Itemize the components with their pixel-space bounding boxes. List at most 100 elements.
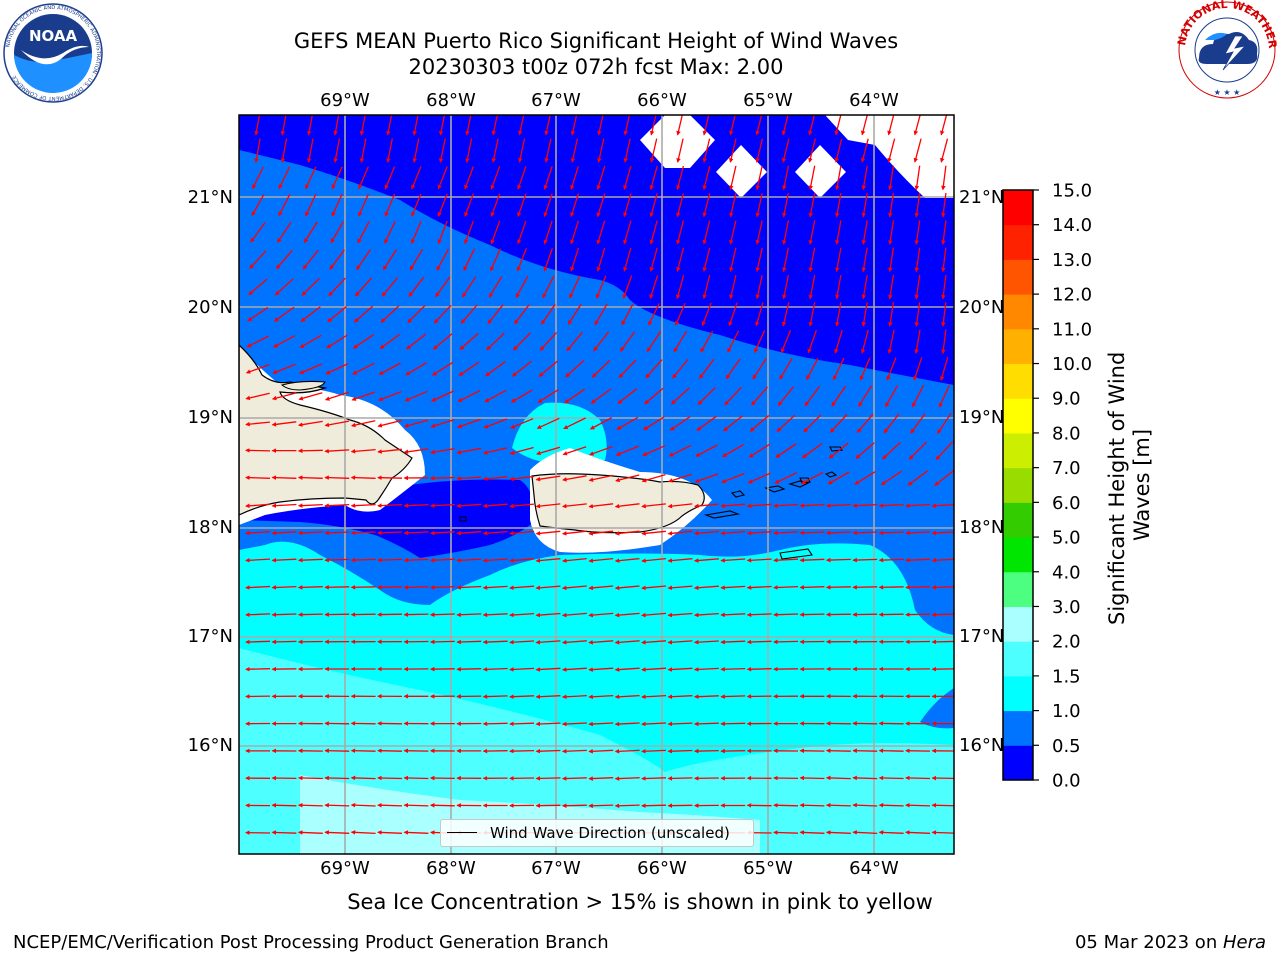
wave-arrow xyxy=(245,503,271,509)
wave-arrow xyxy=(517,166,527,190)
wave-arrow xyxy=(641,557,666,563)
wave-arrow xyxy=(746,558,772,563)
colorbar-tick-label: 1.0 xyxy=(1052,701,1081,722)
wave-arrow xyxy=(379,333,401,349)
wave-arrow xyxy=(667,639,693,645)
wave-arrow xyxy=(482,639,508,645)
wave-arrow xyxy=(905,503,931,508)
wave-arrow xyxy=(913,138,922,163)
wave-arrow xyxy=(350,530,376,536)
wave-arrow xyxy=(888,302,895,327)
wave-arrow xyxy=(457,390,481,402)
wave-arrow xyxy=(860,329,869,354)
wave-arrow xyxy=(746,666,772,672)
wave-arrow xyxy=(384,166,396,190)
wave-arrow xyxy=(693,585,719,590)
wave-arrow xyxy=(271,475,297,480)
wave-arrow xyxy=(887,138,896,163)
colorbar-swatch xyxy=(1003,675,1033,712)
colorbar-swatch xyxy=(1003,432,1033,469)
wave-arrow xyxy=(356,249,371,271)
wave-arrow xyxy=(748,443,771,458)
wave-arrow xyxy=(517,220,527,245)
colorbar-tick-label: 11.0 xyxy=(1052,319,1092,340)
wave-arrow xyxy=(720,530,746,536)
wave-arrow xyxy=(781,138,790,163)
wave-arrow xyxy=(510,418,534,429)
wave-arrow xyxy=(746,503,772,509)
colorbar-tick-label: 8.0 xyxy=(1052,423,1081,444)
wave-arrow xyxy=(825,557,851,563)
wave-arrow xyxy=(512,332,531,351)
wave-arrow xyxy=(696,415,717,431)
wave-arrow xyxy=(588,612,614,618)
wave-arrow xyxy=(464,220,475,245)
lat-label-right: 21°N xyxy=(959,187,1004,208)
wave-arrow xyxy=(861,165,868,191)
wave-arrow xyxy=(403,448,429,455)
wave-arrow xyxy=(645,359,663,379)
colorbar-tick-label: 2.0 xyxy=(1052,632,1081,653)
wave-arrow xyxy=(271,503,297,508)
wave-arrow xyxy=(669,415,691,431)
wave-arrow xyxy=(403,557,429,563)
wave-arrow xyxy=(350,503,376,508)
wave-arrow xyxy=(377,830,403,835)
wave-arrow xyxy=(729,165,737,191)
lat-label-left: 18°N xyxy=(188,517,233,538)
wave-arrow xyxy=(509,530,535,536)
wave-arrow xyxy=(561,557,587,563)
wave-arrow xyxy=(350,448,376,454)
wave-arrow xyxy=(825,802,851,808)
wave-arrow xyxy=(350,802,376,808)
wave-arrow xyxy=(641,530,666,536)
wave-arrow xyxy=(941,302,947,327)
wave-arrow xyxy=(725,358,741,380)
wave-arrow xyxy=(271,392,297,401)
wave-arrow xyxy=(358,166,369,190)
lat-label-left: 21°N xyxy=(188,187,233,208)
wave-arrow xyxy=(941,192,947,218)
wave-arrow xyxy=(411,220,422,245)
colorbar-tick-label: 10.0 xyxy=(1052,354,1092,375)
wave-arrow xyxy=(437,166,448,190)
wave-arrow xyxy=(509,748,535,754)
wave-arrow xyxy=(614,667,640,672)
wave-arrow xyxy=(324,775,350,781)
wave-arrow xyxy=(914,192,921,218)
wave-arrow xyxy=(431,361,454,376)
noaa-wordmark: NOAA xyxy=(29,27,78,45)
wave-arrow xyxy=(938,384,950,408)
wave-arrow xyxy=(324,748,350,753)
wave-arrow xyxy=(561,721,587,727)
wave-arrow xyxy=(799,585,825,590)
wave-arrow xyxy=(882,441,901,460)
wave-arrow xyxy=(324,530,350,536)
wave-arrow xyxy=(509,612,535,618)
wave-arrow xyxy=(667,558,693,563)
wave-arrow xyxy=(485,361,506,377)
wave-arrow xyxy=(429,612,455,617)
wave-arrow xyxy=(614,557,640,563)
lon-label-bottom: 66°W xyxy=(637,858,687,879)
colorbar-swatch xyxy=(1003,328,1033,365)
wave-arrow xyxy=(803,414,822,433)
wave-arrow xyxy=(825,530,851,536)
wave-arrow xyxy=(588,503,614,509)
wave-arrow xyxy=(702,220,711,245)
wave-arrow xyxy=(245,475,271,480)
wave-arrow xyxy=(297,557,323,563)
wave-arrow xyxy=(377,748,403,753)
wave-arrow xyxy=(487,304,504,325)
wave-arrow xyxy=(755,247,763,273)
colorbar-tick-label: 0.5 xyxy=(1052,736,1081,757)
wave-arrow xyxy=(673,330,688,353)
wave-arrow xyxy=(747,472,771,484)
wave-arrow xyxy=(672,358,689,379)
wave-arrow xyxy=(878,530,904,536)
chart-subtitle: 20230303 t00z 072h fcst Max: 2.00 xyxy=(408,55,784,79)
wave-arrow xyxy=(429,557,455,563)
lat-label-right: 19°N xyxy=(959,407,1004,428)
wave-arrow xyxy=(806,357,819,381)
wave-arrow xyxy=(620,331,636,352)
